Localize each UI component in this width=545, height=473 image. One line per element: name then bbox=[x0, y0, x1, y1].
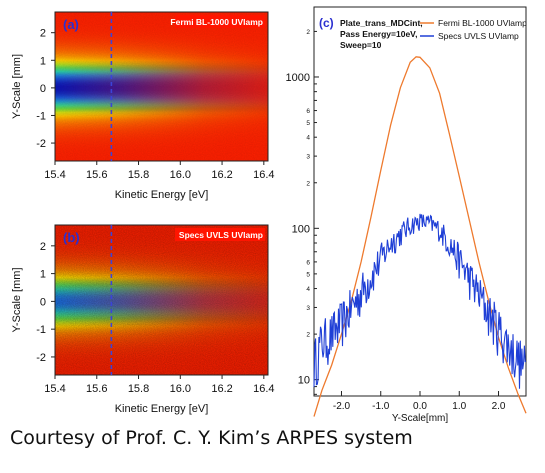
x-tick-label: 16.4 bbox=[253, 169, 274, 181]
panel-tag-bg bbox=[175, 228, 265, 241]
x-tick-label: 2.0 bbox=[492, 401, 506, 412]
y-tick-label: 100 bbox=[292, 223, 310, 235]
legend-label: Specs UVLS UVlamp bbox=[438, 31, 519, 41]
y-minor-tick-label: 3 bbox=[306, 154, 310, 161]
x-tick-label: 16.4 bbox=[253, 383, 274, 395]
heatmap-frame bbox=[54, 224, 269, 376]
line-chart-panel: 2 3 4 5 6 2 3 4 5 6 2 10 100 1000 -2.0 -1.0 0.0 1.0 2.0 Y-S… bbox=[286, 6, 527, 424]
x-tick-label: -1.0 bbox=[372, 401, 390, 412]
y-minor-tick-label: 2 bbox=[306, 332, 310, 339]
panel-tag-bg bbox=[175, 15, 265, 28]
x-tick-label: 15.8 bbox=[128, 169, 149, 181]
x-tick-label: 1.0 bbox=[452, 401, 466, 412]
x-tick-label: 15.4 bbox=[44, 169, 65, 181]
y-tick-label: 10 bbox=[298, 375, 310, 387]
y-minor-tick-label: 2 bbox=[306, 29, 310, 36]
y-minor-tick-label: 6 bbox=[306, 259, 310, 266]
panel-label: (b) bbox=[63, 230, 80, 245]
series-line-specs bbox=[313, 213, 527, 389]
annotation-line: Sweep=10 bbox=[340, 40, 382, 50]
plot-frame bbox=[313, 6, 527, 397]
x-axis-label: Kinetic Energy [eV] bbox=[115, 189, 209, 201]
x-tick-label: 16.2 bbox=[211, 383, 232, 395]
y-minor-tick-label: 4 bbox=[306, 286, 310, 293]
y-tick-label: -2 bbox=[36, 138, 46, 150]
panel-tag: Fermi BL-1000 UVlamp bbox=[170, 17, 263, 27]
annotation-line: Plate_trans_MDCint, bbox=[340, 18, 423, 28]
heatmap-noise bbox=[55, 225, 268, 375]
y-minor-tick-label: 2 bbox=[306, 180, 310, 187]
y-minor-tick-label: 6 bbox=[306, 108, 310, 115]
x-tick-label: 0.0 bbox=[413, 401, 427, 412]
y-tick-label: -1 bbox=[36, 324, 46, 336]
heatmap-panel-a: 15.4 15.6 15.8 16.0 16.2 16.4 -2 -1 0 1 2 Kinetic E… bbox=[11, 11, 275, 201]
x-axis-label: Kinetic Energy [eV] bbox=[115, 403, 209, 415]
y-tick-label: 1000 bbox=[286, 72, 310, 84]
panel-tag: Specs UVLS UVlamp bbox=[179, 230, 263, 240]
legend-label: Fermi BL-1000 UVlamp bbox=[438, 18, 527, 28]
y-tick-label: 2 bbox=[40, 241, 46, 253]
y-tick-label: 1 bbox=[40, 269, 46, 281]
y-minor-tick-label: 4 bbox=[306, 135, 310, 142]
x-tick-label: -2.0 bbox=[333, 401, 351, 412]
x-tick-label: 15.6 bbox=[86, 169, 107, 181]
x-tick-label: 16.2 bbox=[211, 169, 232, 181]
x-tick-label: 15.6 bbox=[86, 383, 107, 395]
panel-label: (c) bbox=[319, 16, 334, 30]
y-tick-label: 0 bbox=[40, 83, 46, 95]
x-tick-label: 16.0 bbox=[170, 169, 191, 181]
heatmap-frame bbox=[54, 11, 269, 162]
y-tick-label: 0 bbox=[40, 296, 46, 308]
x-tick-label: 16.0 bbox=[170, 383, 191, 395]
figure-caption: Courtesy of Prof. C. Y. Kim’s ARPES syst… bbox=[10, 427, 413, 449]
heatmap-panel-b: 15.4 15.6 15.8 16.0 16.2 16.4 -2 -1 0 1 2 Kinetic E… bbox=[11, 224, 275, 415]
y-minor-tick-label: 3 bbox=[306, 305, 310, 312]
y-tick-label: 2 bbox=[40, 28, 46, 40]
panel-label: (a) bbox=[63, 17, 79, 32]
y-axis-label: Y-Scale [mm] bbox=[11, 267, 23, 332]
annotation-line: Pass Energy=10eV, bbox=[340, 29, 417, 39]
x-tick-label: 15.8 bbox=[128, 383, 149, 395]
heatmap-noise bbox=[55, 12, 268, 161]
y-tick-label: -2 bbox=[36, 352, 46, 364]
y-axis-label: Y-Scale [mm] bbox=[11, 54, 23, 119]
x-axis-label: Y-Scale[mm] bbox=[392, 413, 449, 424]
y-minor-tick-label: 5 bbox=[306, 271, 310, 278]
y-minor-tick-label: 5 bbox=[306, 120, 310, 127]
x-tick-label: 15.4 bbox=[44, 383, 65, 395]
y-tick-label: 1 bbox=[40, 55, 46, 67]
y-tick-label: -1 bbox=[36, 110, 46, 122]
